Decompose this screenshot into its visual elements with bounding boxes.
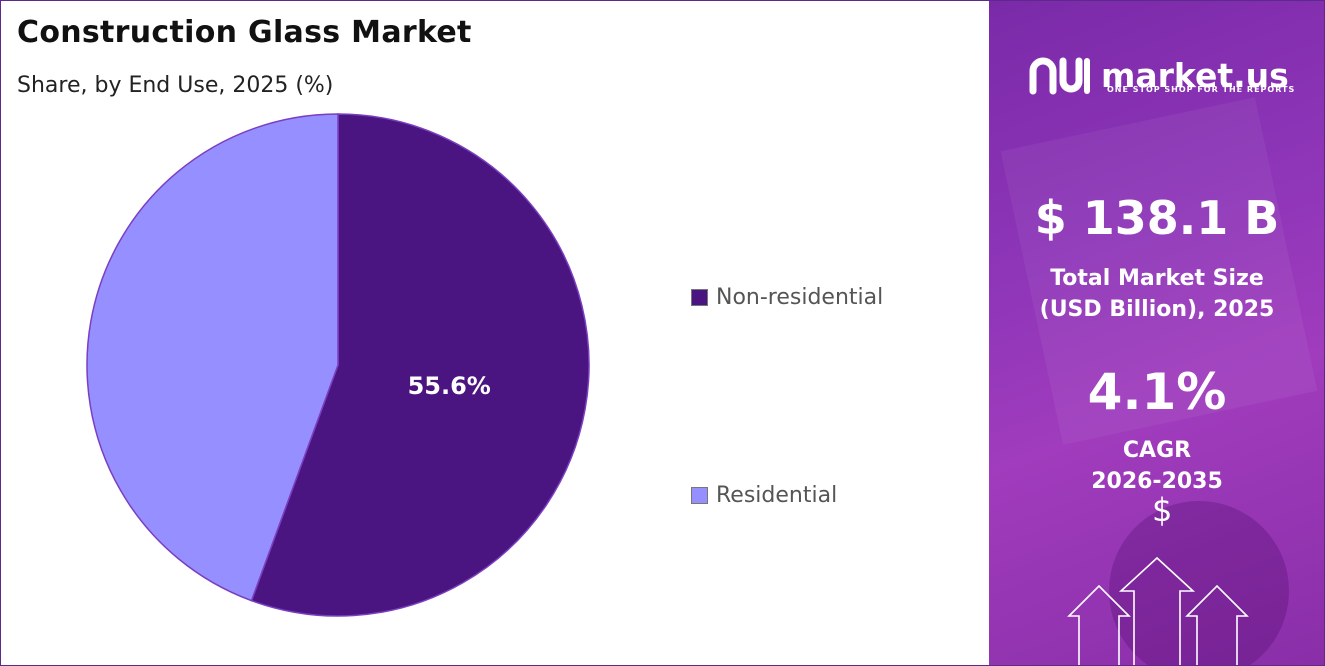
legend-item-residential: Residential bbox=[691, 483, 837, 508]
pie-chart: 55.6% bbox=[86, 113, 590, 617]
cagr-label: CAGR 2026-2035 bbox=[989, 435, 1324, 497]
legend-label-residential: Residential bbox=[716, 483, 838, 508]
market-us-logo: market.us bbox=[1029, 53, 1289, 97]
legend-item-non-residential: Non-residential bbox=[691, 285, 883, 310]
summary-panel: market.us ONE STOP SHOP FOR THE REPORTS … bbox=[989, 1, 1324, 665]
market-us-logo-icon bbox=[1029, 57, 1090, 95]
market-size-value: $ 138.1 B bbox=[1034, 191, 1280, 245]
legend-swatch-non-residential bbox=[691, 289, 708, 306]
chart-title: Construction Glass Market bbox=[17, 15, 472, 50]
background-decoration-circle bbox=[1109, 501, 1289, 665]
chart-subtitle: Share, by End Use, 2025 (%) bbox=[17, 73, 334, 98]
legend-swatch-residential bbox=[691, 487, 708, 504]
legend-label-non-residential: Non-residential bbox=[716, 285, 884, 310]
logo-tagline: ONE STOP SHOP FOR THE REPORTS bbox=[1107, 85, 1296, 94]
cagr-value: 4.1% bbox=[1087, 363, 1227, 421]
market-size-label-line2: (USD Billion), 2025 bbox=[1039, 297, 1275, 322]
up-arrow-icon bbox=[1067, 556, 1249, 665]
market-size-label: Total Market Size (USD Billion), 2025 bbox=[989, 263, 1324, 325]
pie-slice-residential bbox=[86, 113, 339, 602]
pie-slice-non-residential bbox=[250, 113, 590, 617]
pie-data-label: 55.6% bbox=[408, 372, 491, 400]
cagr-label-line1: CAGR bbox=[1122, 438, 1192, 463]
dollar-icon: $ bbox=[1152, 491, 1173, 529]
cagr-label-line2: 2026-2035 bbox=[1091, 469, 1223, 494]
chart-panel: Construction Glass Market Share, by End … bbox=[1, 1, 988, 665]
market-size-label-line1: Total Market Size bbox=[1050, 266, 1264, 291]
logo-text: market.us bbox=[1101, 55, 1289, 95]
